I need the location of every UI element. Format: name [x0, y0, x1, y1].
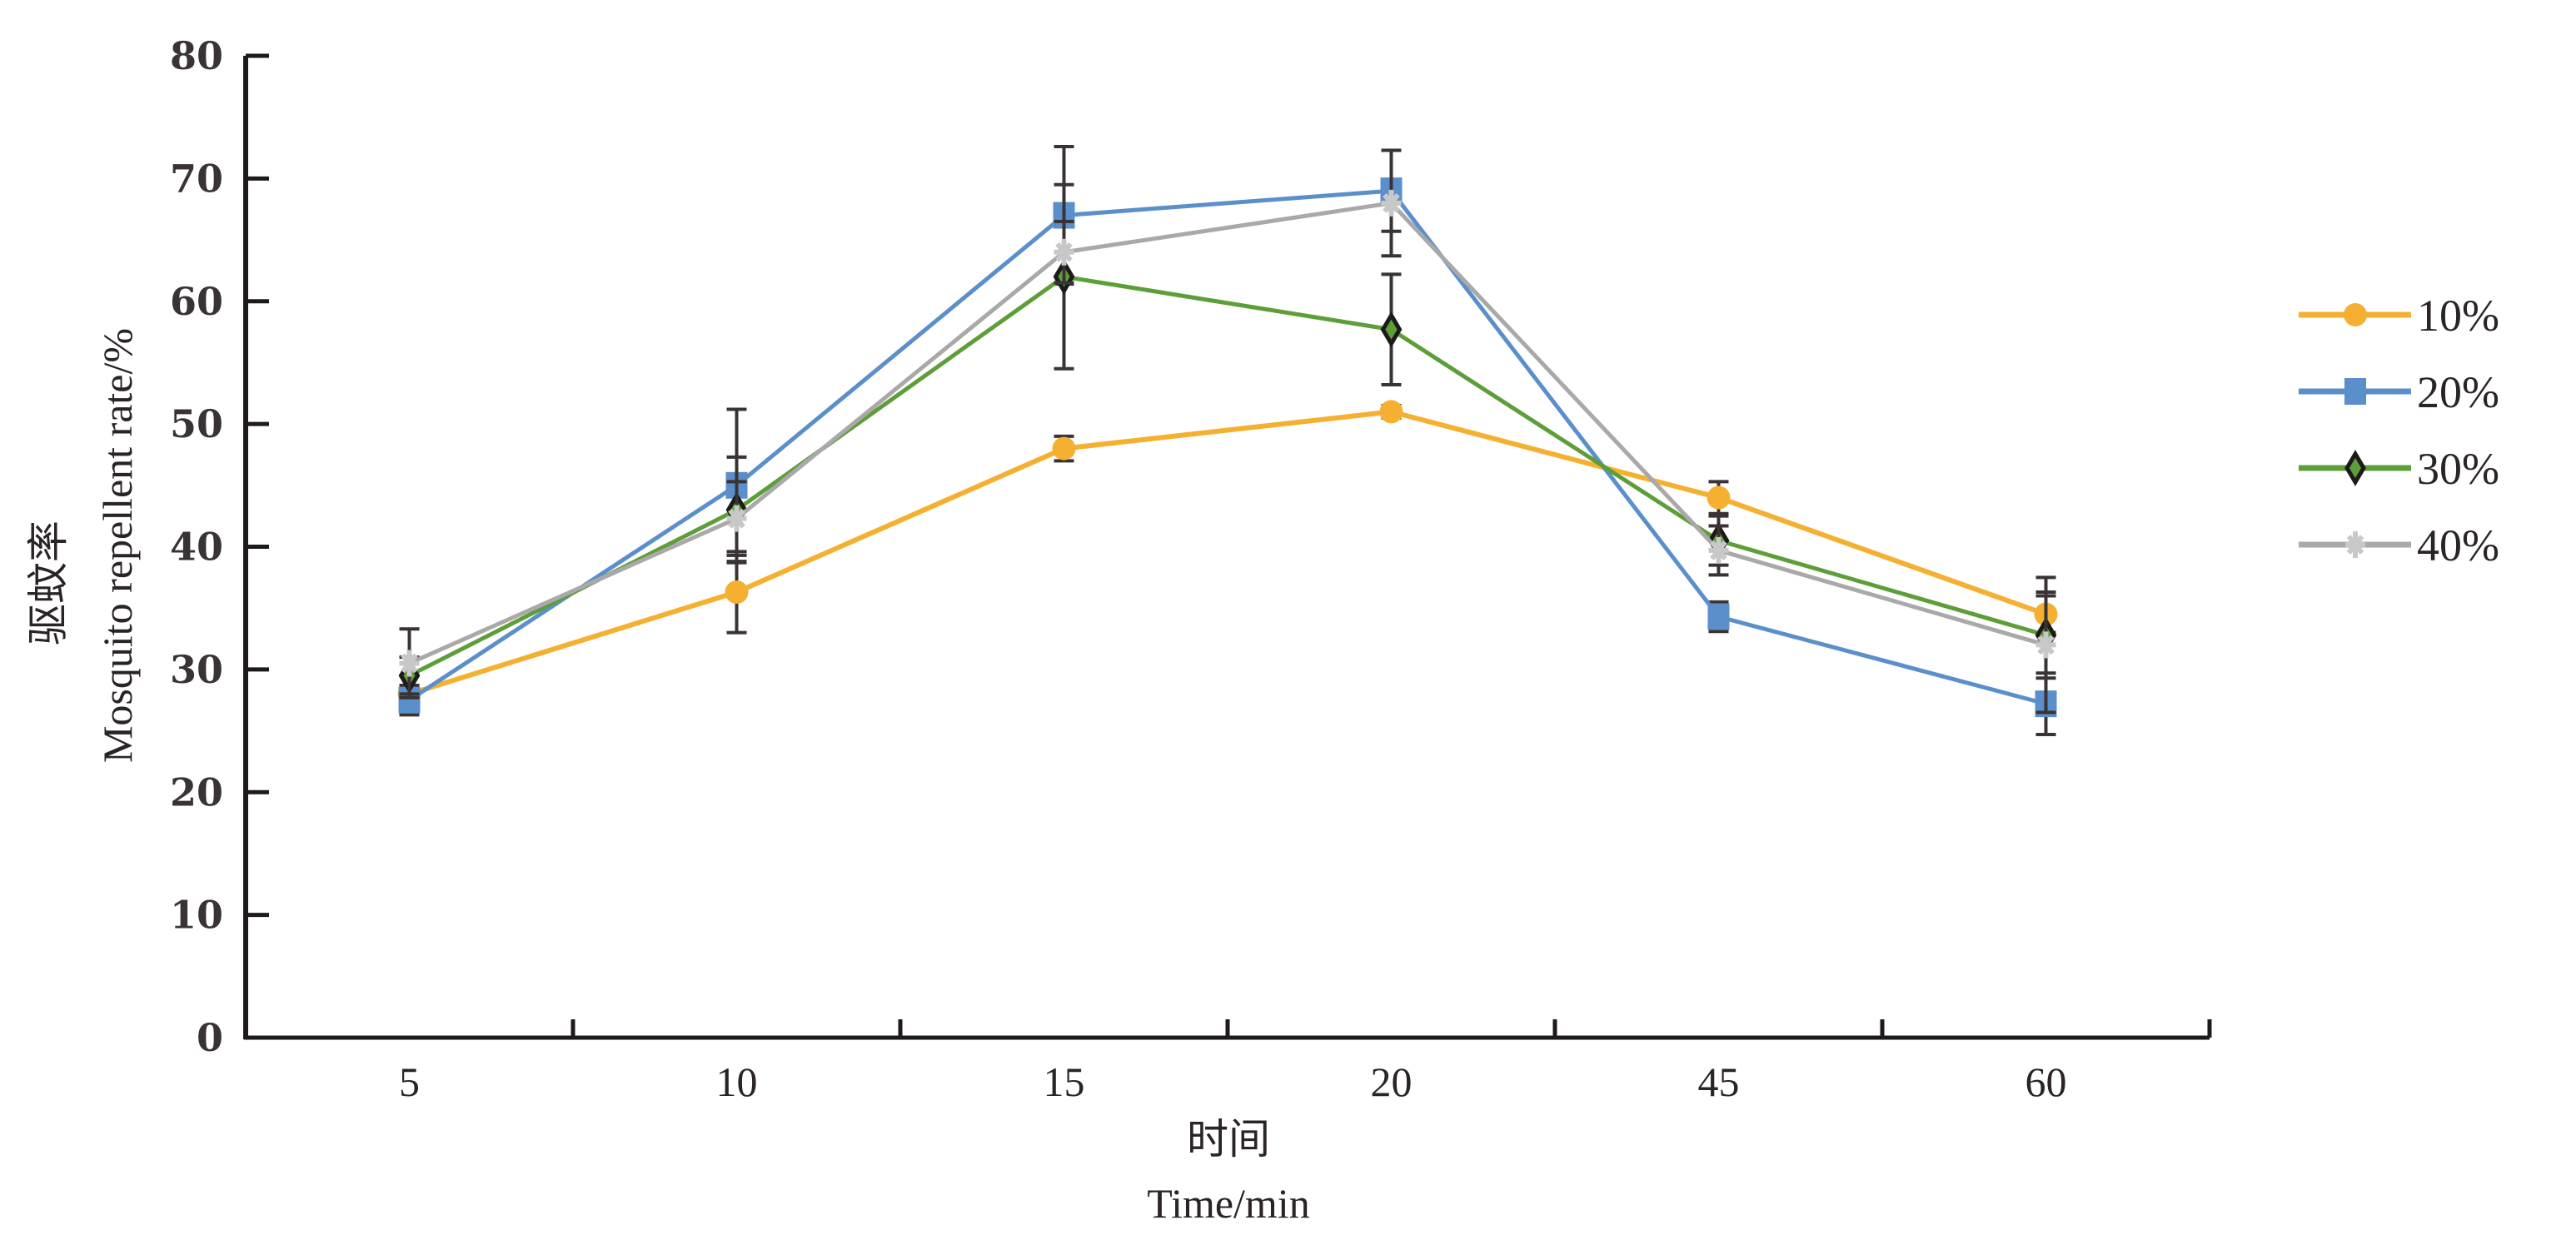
series-line — [408, 409, 2047, 697]
series-line — [408, 274, 2047, 678]
y-axis-label: Mosquito repellent rate/% — [94, 328, 141, 763]
legend-label: 30% — [2417, 444, 2499, 494]
x-axis-label-cn: 时间 — [1187, 1116, 1270, 1163]
data-point — [1054, 238, 1074, 266]
y-tick-label: 0 — [197, 1015, 223, 1060]
legend-item: 40% — [2299, 520, 2499, 570]
y-tick-label: 80 — [170, 33, 223, 78]
data-point — [1708, 536, 1729, 564]
data-point — [1380, 311, 1403, 348]
y-tick-label: 10 — [170, 893, 223, 938]
legend-label: 20% — [2417, 367, 2499, 417]
data-point — [725, 580, 749, 605]
legend-item: 30% — [2299, 444, 2499, 494]
y-tick-label: 40 — [170, 525, 223, 570]
y-tick-label: 30 — [170, 647, 223, 692]
legend-label: 10% — [2417, 291, 2499, 341]
y-axis-label-cn: 驱蚊率 — [25, 520, 72, 645]
series-40pct — [399, 148, 2056, 715]
legend-item: 10% — [2299, 291, 2499, 341]
data-point — [1052, 436, 1076, 461]
data-point — [1707, 486, 1731, 510]
legend-marker — [2344, 450, 2366, 486]
y-tick-label: 20 — [170, 769, 223, 814]
data-point — [1707, 603, 1730, 630]
x-tick-label: 5 — [399, 1058, 420, 1105]
x-tick-label: 15 — [1044, 1058, 1085, 1105]
series-line — [408, 188, 2047, 706]
data-point — [1381, 189, 1402, 217]
x-tick-label: 10 — [716, 1058, 758, 1105]
series-line — [408, 201, 2047, 665]
data-point — [1379, 400, 1403, 424]
legend-item: 20% — [2299, 367, 2499, 417]
plot-area — [397, 145, 2058, 736]
x-tick-label: 45 — [1698, 1058, 1740, 1105]
x-axis-label: Time/min — [1147, 1180, 1309, 1227]
axes: 0 10 20 30 40 50 60 70 80 5 10 15 20 45 60 — [170, 33, 2212, 1105]
x-tick-label: 60 — [2025, 1058, 2067, 1105]
y-tick-label: 50 — [170, 401, 223, 446]
legend: 10% 20% 30% 40% — [2299, 291, 2499, 570]
legend-marker — [2344, 303, 2367, 326]
x-tick-label: 20 — [1371, 1058, 1413, 1105]
y-tick-label: 70 — [170, 156, 223, 201]
legend-marker — [2344, 378, 2366, 405]
y-tick-label: 60 — [170, 279, 223, 324]
data-point — [726, 505, 747, 532]
data-point — [2035, 631, 2056, 659]
data-point — [399, 650, 420, 677]
series-20pct — [398, 145, 2057, 736]
legend-marker — [2345, 531, 2365, 558]
legend-label: 40% — [2417, 520, 2499, 570]
